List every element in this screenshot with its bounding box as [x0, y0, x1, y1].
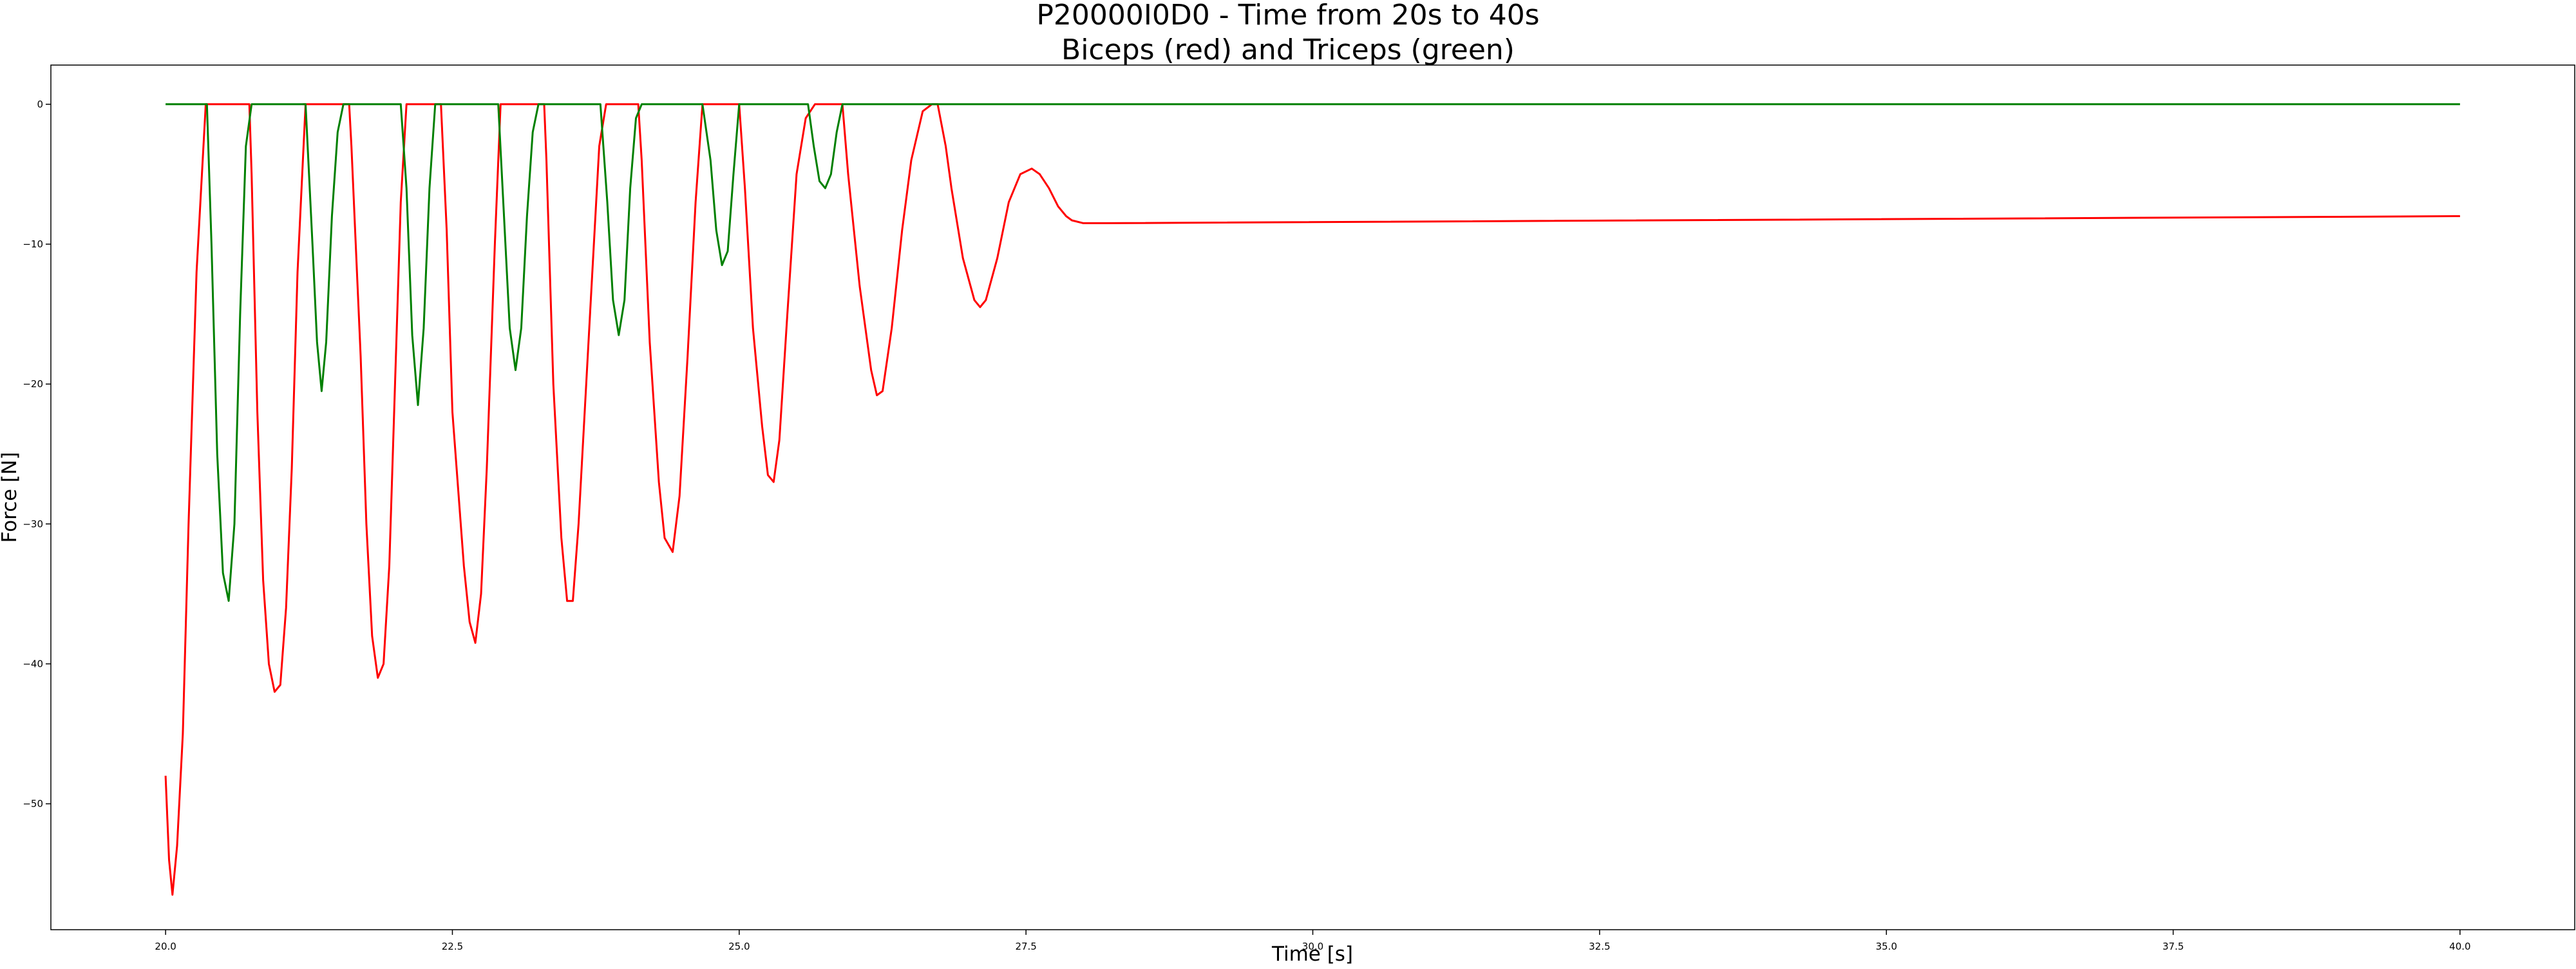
y-axis-label: Force [N]: [0, 452, 21, 542]
y-tick-label: −40: [23, 658, 43, 669]
x-tick-label: 32.5: [1589, 941, 1610, 952]
y-tick-label: −20: [23, 378, 43, 390]
y-tick-label: −10: [23, 238, 43, 250]
series-line-0: [164, 103, 2460, 896]
y-axis: 0 −10 −20 −30 −40 −50: [23, 99, 51, 810]
x-tick-label: 37.5: [2163, 941, 2184, 952]
y-tick-label: −30: [23, 518, 43, 530]
x-axis-label: Time [s]: [1271, 943, 1353, 966]
x-axis: 20.0 22.5 25.0 27.5 30.0 32.5 35.0 37.5 40.0: [155, 930, 2471, 952]
chart-title: P20000I0D0 - Time from 20s to 40s: [1036, 0, 1539, 32]
chart-subtitle: Biceps (red) and Triceps (green): [1061, 34, 1515, 66]
x-tick-label: 30.0: [1302, 941, 1323, 952]
x-tick-label: 25.0: [728, 941, 750, 952]
y-tick-label: 0: [37, 99, 43, 110]
plot-area: [164, 103, 2460, 896]
x-tick-label: 40.0: [2449, 941, 2470, 952]
x-tick-label: 22.5: [442, 941, 463, 952]
x-tick-label: 27.5: [1015, 941, 1036, 952]
y-tick-label: −50: [23, 798, 43, 810]
series-line-1: [166, 103, 2460, 602]
x-tick-label: 35.0: [1875, 941, 1897, 952]
x-tick-label: 20.0: [155, 941, 176, 952]
